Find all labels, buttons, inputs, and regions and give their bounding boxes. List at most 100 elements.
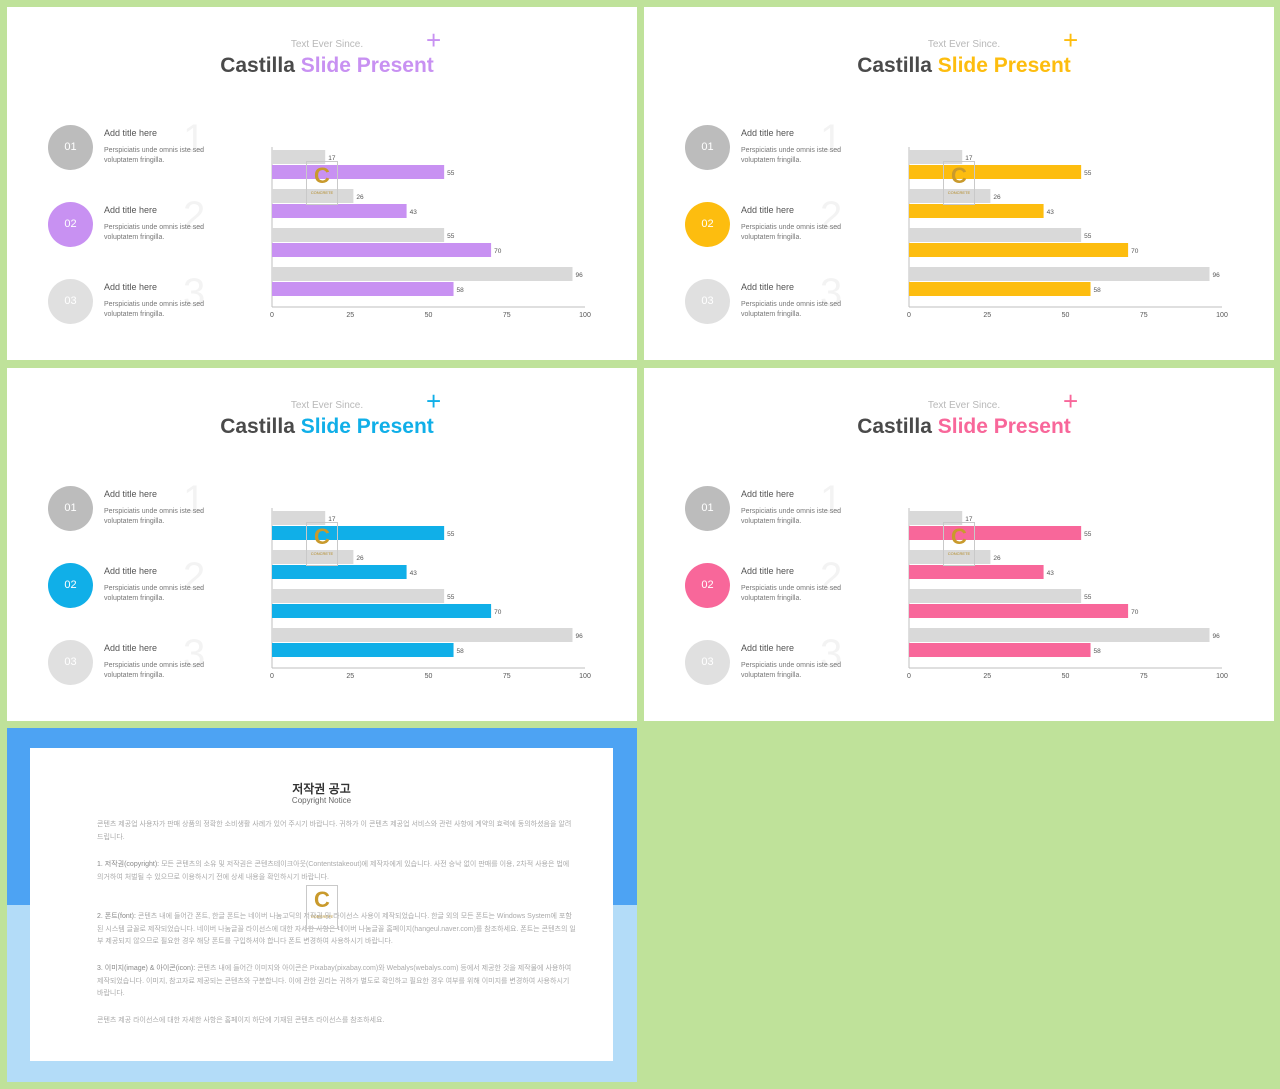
bar-label-s2-g2: 43 bbox=[410, 570, 418, 577]
notice-subtitle: Copyright Notice bbox=[291, 796, 352, 805]
bar-s1-g3 bbox=[272, 589, 445, 603]
notice-title: 저작권 공고 bbox=[292, 782, 351, 796]
bar-label-s2-g3: 70 bbox=[1131, 248, 1139, 255]
logo-caption: CONCRETE bbox=[947, 190, 971, 195]
step-bignum-3: 3 bbox=[183, 271, 206, 315]
bar-label-s2-g4: 58 bbox=[457, 287, 465, 294]
title-part-accent: Slide Present bbox=[300, 415, 434, 438]
copyright-notice-slide[interactable]: 저작권 공고 Copyright Notice 콘텐츠 제공업 사용자가 판매 … bbox=[7, 728, 637, 1082]
logo-caption: CONCRETE bbox=[947, 551, 971, 556]
bar-label-s1-g1: 17 bbox=[328, 155, 336, 162]
step-circle-2[interactable]: 02 bbox=[685, 563, 730, 608]
bar-label-s2-g1: 55 bbox=[447, 170, 455, 177]
step-bignum-2: 2 bbox=[820, 555, 843, 599]
x-tick-label: 100 bbox=[579, 312, 591, 319]
x-tick-label: 25 bbox=[346, 673, 354, 680]
bar-label-s2-g1: 55 bbox=[447, 531, 455, 538]
bar-s1-g3 bbox=[909, 589, 1082, 603]
x-tick-label: 25 bbox=[983, 312, 991, 319]
bar-s2-g1 bbox=[909, 526, 1082, 540]
watermark-logo: C CONCRETE bbox=[943, 522, 975, 566]
step-circle-2[interactable]: 02 bbox=[48, 202, 93, 247]
notice-image: 3. 이미지(image) & 아이콘(icon): 콘텐츠 내에 들어간 이미… bbox=[97, 963, 577, 1001]
step-circle-2[interactable]: 02 bbox=[48, 563, 93, 608]
bar-s1-g4 bbox=[272, 267, 573, 281]
bar-label-s2-g3: 70 bbox=[1131, 609, 1139, 616]
step-bignum-3: 3 bbox=[820, 271, 843, 315]
bar-label-s1-g4: 96 bbox=[575, 633, 583, 640]
title-part-main: Castilla bbox=[857, 415, 938, 438]
bar-s1-g4 bbox=[909, 628, 1210, 642]
step-circle-1[interactable]: 01 bbox=[685, 486, 730, 531]
slide-yellow[interactable]: Text Ever Since. Castilla Slide Present +0… bbox=[644, 7, 1274, 360]
bar-s1-g4 bbox=[272, 628, 573, 642]
bar-s2-g1 bbox=[909, 165, 1082, 179]
bar-label-s2-g2: 43 bbox=[1047, 570, 1055, 577]
notice-copyright: 1. 저작권(copyright): 모든 콘텐츠의 소유 및 저작권은 콘텐츠… bbox=[97, 859, 577, 884]
bar-s1-g2 bbox=[272, 550, 354, 564]
step-circle-3[interactable]: 03 bbox=[48, 640, 93, 685]
bar-s1-g4 bbox=[909, 267, 1210, 281]
bar-s1-g1 bbox=[272, 511, 326, 525]
bar-label-s2-g2: 43 bbox=[410, 209, 418, 216]
step-desc-3: Perspiciatis unde omnis iste sed volupta… bbox=[104, 662, 204, 679]
slide-title: Castilla Slide Present bbox=[7, 54, 637, 78]
step-desc-2: Perspiciatis unde omnis iste sed volupta… bbox=[104, 585, 204, 602]
step-circle-1[interactable]: 01 bbox=[685, 125, 730, 170]
step-title-2: Add title here bbox=[741, 205, 795, 215]
step-circle-1[interactable]: 01 bbox=[48, 125, 93, 170]
step-bignum-1: 1 bbox=[820, 117, 843, 161]
step-bignum-3: 3 bbox=[183, 632, 206, 676]
step-circle-2[interactable]: 02 bbox=[685, 202, 730, 247]
title-part-accent: Slide Present bbox=[300, 54, 434, 77]
bar-label-s1-g2: 26 bbox=[356, 555, 364, 562]
step-bignum-1: 1 bbox=[820, 478, 843, 522]
step-bignum-3: 3 bbox=[820, 632, 843, 676]
bar-s2-g2 bbox=[909, 565, 1044, 579]
bar-label-s1-g2: 26 bbox=[993, 555, 1001, 562]
step-title-2: Add title here bbox=[741, 566, 795, 576]
logo-letter: C bbox=[314, 524, 330, 549]
bar-s1-g3 bbox=[272, 228, 445, 242]
bar-label-s1-g4: 96 bbox=[1212, 272, 1220, 279]
notice-card: 저작권 공고 Copyright Notice 콘텐츠 제공업 사용자가 판매 … bbox=[30, 748, 613, 1061]
step-circle-3[interactable]: 03 bbox=[48, 279, 93, 324]
x-tick-label: 0 bbox=[270, 312, 274, 319]
x-tick-label: 50 bbox=[425, 312, 433, 319]
slide-title: Castilla Slide Present bbox=[7, 415, 637, 439]
slide-subtitle: Text Ever Since. bbox=[290, 39, 364, 50]
bar-label-s1-g2: 26 bbox=[993, 194, 1001, 201]
step-title-1: Add title here bbox=[104, 489, 158, 499]
slide-pink[interactable]: Text Ever Since. Castilla Slide Present +0… bbox=[644, 368, 1274, 721]
step-circle-1[interactable]: 01 bbox=[48, 486, 93, 531]
bar-label-s1-g4: 96 bbox=[575, 272, 583, 279]
x-tick-label: 50 bbox=[1062, 673, 1070, 680]
step-desc-1: Perspiciatis unde omnis iste sed volupta… bbox=[104, 147, 204, 164]
step-title-1: Add title here bbox=[741, 489, 795, 499]
notice-copyright-head: 1. 저작권(copyright): bbox=[97, 861, 162, 868]
bar-s1-g1 bbox=[909, 150, 963, 164]
slide-purple[interactable]: Text Ever Since. Castilla Slide Present +0… bbox=[7, 7, 637, 360]
bar-label-s1-g4: 96 bbox=[1212, 633, 1220, 640]
slide-blue[interactable]: Text Ever Since. Castilla Slide Present +0… bbox=[7, 368, 637, 721]
bar-s2-g3 bbox=[909, 243, 1129, 257]
bar-label-s1-g1: 17 bbox=[965, 516, 973, 523]
x-tick-label: 50 bbox=[1062, 312, 1070, 319]
step-title-2: Add title here bbox=[104, 566, 158, 576]
title-part-accent: Slide Present bbox=[937, 54, 1071, 77]
bar-label-s2-g4: 58 bbox=[1094, 648, 1102, 655]
notice-copyright-text: 모든 콘텐츠의 소유 및 저작권은 콘텐츠테이크아웃(Contentstakeo… bbox=[97, 861, 570, 881]
notice-image-head: 3. 이미지(image) & 아이콘(icon): bbox=[97, 965, 198, 972]
step-title-2: Add title here bbox=[104, 205, 158, 215]
bar-label-s2-g1: 55 bbox=[1084, 531, 1092, 538]
bar-s1-g2 bbox=[909, 550, 991, 564]
bar-chart: 17 26 55 96 55 43 70 58 0 25 50 75 100 bbox=[907, 147, 1228, 319]
title-part-main: Castilla bbox=[220, 54, 301, 77]
step-circle-3[interactable]: 03 bbox=[685, 279, 730, 324]
bar-s2-g3 bbox=[272, 604, 492, 618]
slide-title: Castilla Slide Present bbox=[644, 415, 1274, 439]
bar-s2-g4 bbox=[909, 643, 1091, 657]
step-circle-3[interactable]: 03 bbox=[685, 640, 730, 685]
bar-chart: 17 26 55 96 55 43 70 58 0 25 50 75 100 bbox=[270, 147, 591, 319]
bar-s2-g2 bbox=[272, 565, 407, 579]
